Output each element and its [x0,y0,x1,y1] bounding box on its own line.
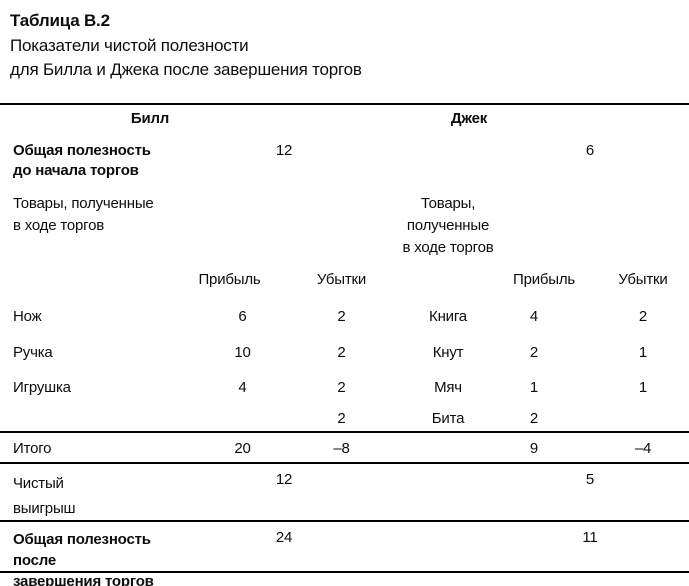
item-row: Ручка 10 2 Кнут 2 1 [0,344,689,361]
rule-above-total [0,431,689,433]
item-name-jack: Кнут [432,344,464,361]
loss-value-bill: 2 [337,344,346,361]
table-title-line1: Показатели чистой полезности [10,36,249,55]
total-before-row: Общая полезность до начала торгов 12 6 [0,141,689,181]
person-header-jack: Джек [450,110,488,127]
col-header-jack-profit: Прибыль [513,271,576,288]
net-gain-row: Чистый выигрыш 12 5 [0,471,689,521]
table-caption: Таблица В.2 Показатели чистой полезности… [10,8,362,82]
net-gain-bill-value: 12 [275,471,293,488]
rule-bottom [0,571,689,573]
loss-value-bill: 2 [337,410,346,427]
table-number: Таблица В.2 [10,11,110,30]
rule-above-net-gain [0,462,689,464]
total-after-row: Общая полезность после завершения торгов… [0,529,689,586]
person-header-bill: Билл [130,110,170,127]
total-row: Итого 20 –8 9 –4 [0,440,689,457]
rule-top [0,103,689,105]
total-before-label: Общая полезность до начала торгов [13,142,151,179]
table-title-line2: для Билла и Джека после завершения торго… [10,60,362,79]
loss-value-bill: 2 [337,379,346,396]
item-row: 2 Бита 2 [0,410,689,427]
profit-value-jack: 2 [529,344,539,361]
item-name-bill: Ручка [13,344,53,361]
net-gain-label: Чистый выигрыш [13,475,76,517]
total-after-jack-value: 11 [582,529,598,546]
profit-value-jack: 1 [529,379,539,396]
profit-value-jack: 4 [529,308,539,325]
loss-value-bill: 2 [337,308,346,325]
profit-value-bill: 10 [234,344,251,361]
item-name-bill: Игрушка [13,379,71,396]
item-row: Игрушка 4 2 Мяч 1 1 [0,379,689,396]
total-jack-profit: 9 [529,440,539,457]
total-after-label: Общая полезность после завершения торгов [13,531,154,586]
goods-received-bill-label: Товары, полученные в ходе торгов [13,195,154,234]
rule-above-total-after [0,520,689,522]
item-name-bill: Нож [13,308,42,325]
net-gain-jack-value: 5 [585,471,595,488]
total-after-bill-value: 24 [275,529,293,546]
person-header-row: Билл Джек [0,110,689,127]
total-jack-loss: –4 [634,440,652,457]
total-label: Итого [13,440,52,457]
goods-received-row: Товары, полученные в ходе торгов Товары,… [0,193,689,259]
col-header-bill-profit: Прибыль [198,271,261,288]
total-bill-profit: 20 [234,440,251,457]
loss-value-jack: 2 [638,308,648,325]
total-before-bill-value: 12 [275,142,293,159]
item-name-jack: Мяч [434,379,462,396]
total-bill-loss: –8 [333,440,350,457]
col-header-bill-loss: Убытки [316,271,367,288]
loss-value-jack: 1 [638,344,648,361]
col-header-jack-loss: Убытки [618,271,668,288]
total-before-jack-value: 6 [585,142,595,159]
item-name-jack: Книга [429,308,467,325]
profit-value-bill: 6 [238,308,247,325]
profit-value-bill: 4 [238,379,247,396]
item-row: Нож 6 2 Книга 4 2 [0,308,689,325]
loss-value-jack: 1 [638,379,648,396]
item-name-jack: Бита [431,410,465,427]
goods-received-jack-label: Товары, полученные в ходе торгов [402,195,494,256]
column-header-row: Прибыль Убытки Прибыль Убытки [0,271,689,288]
profit-value-jack: 2 [529,410,539,427]
